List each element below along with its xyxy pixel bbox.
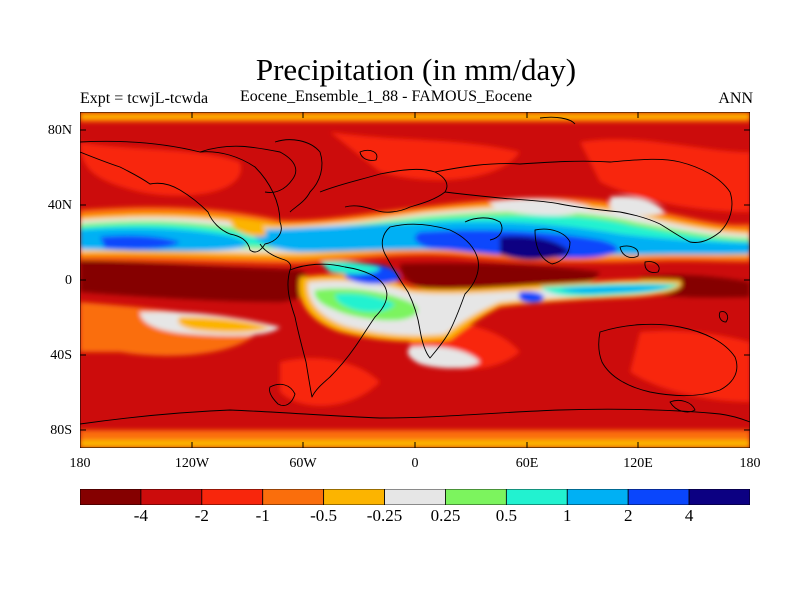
lat-label-eq: 0 — [65, 273, 72, 288]
coast-north-atlantic-island — [359, 149, 378, 161]
coast-se-asia-island-a — [619, 245, 639, 258]
colorbar-swatch — [262, 489, 325, 505]
colorbar-label: -4 — [133, 506, 148, 525]
colorbar-swatch — [505, 489, 568, 505]
colorbar-swatch — [140, 489, 203, 505]
lon-label-180e: 180 — [739, 456, 761, 471]
lat-label-80s: 80S — [50, 423, 72, 438]
coast-antarctica-ross — [669, 399, 696, 413]
map-title: Precipitation (in mm/day) — [255, 52, 577, 87]
colorbar-swatch — [688, 489, 750, 505]
season-label: ANN — [718, 90, 753, 107]
colorbar-swatch — [80, 489, 142, 505]
colorbar-label: 2 — [623, 506, 633, 525]
colorbar-swatch — [566, 489, 629, 505]
coast-antarctica — [80, 408, 750, 425]
colorbar-label: -0.5 — [310, 506, 338, 525]
coast-india — [534, 228, 571, 265]
lon-label-60w: 60W — [289, 456, 317, 471]
lat-label-40n: 40N — [47, 198, 72, 213]
coast-new-zealand — [718, 311, 729, 323]
coast-greenland — [274, 139, 323, 213]
colorbar-swatch — [384, 489, 446, 505]
lon-ticks — [191, 112, 639, 448]
colorbar-swatch — [445, 489, 507, 505]
precipitation-map — [80, 112, 750, 448]
coast-arabia — [464, 217, 503, 241]
lon-label-180w: 180 — [69, 456, 91, 471]
lon-label-0: 0 — [411, 456, 419, 471]
coast-se-asia-island-b — [644, 261, 660, 273]
coast-africa — [381, 223, 479, 359]
ensemble-label: Eocene_Ensemble_1_88 - FAMOUS_Eocene — [240, 88, 533, 105]
colorbar-label: 0.5 — [495, 506, 518, 525]
coast-north-america — [80, 140, 282, 253]
coast-arctic-island — [539, 116, 576, 125]
coast-australia — [598, 323, 738, 396]
colorbar-swatch — [627, 489, 690, 505]
colorbar-swatch — [201, 489, 264, 505]
lon-label-120e: 120E — [623, 456, 653, 471]
lat-label-80n: 80N — [47, 123, 72, 138]
colorbar-label: -0.25 — [366, 506, 403, 525]
colorbar-label: -2 — [194, 506, 209, 525]
lat-label-40s: 40S — [50, 348, 72, 363]
coastlines — [80, 116, 750, 425]
precip-field — [80, 112, 750, 448]
experiment-label: Expt = tcwjL-tcwda — [80, 90, 209, 107]
colorbar-label: 4 — [684, 506, 694, 525]
coast-antarctic-peninsula — [269, 383, 296, 406]
lon-label-120w: 120W — [174, 456, 210, 471]
colorbar-swatch — [323, 489, 385, 505]
colorbar-label: 1 — [563, 506, 572, 525]
coast-central-america — [259, 243, 292, 271]
colorbar — [80, 489, 750, 505]
colorbar-label: 0.25 — [430, 506, 461, 525]
coast-asia — [434, 158, 733, 243]
coast-canada-arctic — [199, 145, 297, 193]
lat-ticks — [80, 129, 750, 431]
colorbar-label: -1 — [255, 506, 270, 525]
coast-south-america — [287, 263, 388, 398]
lon-label-60e: 60E — [515, 456, 539, 471]
